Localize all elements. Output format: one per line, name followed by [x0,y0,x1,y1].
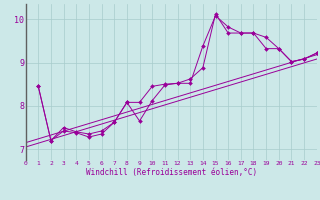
X-axis label: Windchill (Refroidissement éolien,°C): Windchill (Refroidissement éolien,°C) [86,168,257,177]
